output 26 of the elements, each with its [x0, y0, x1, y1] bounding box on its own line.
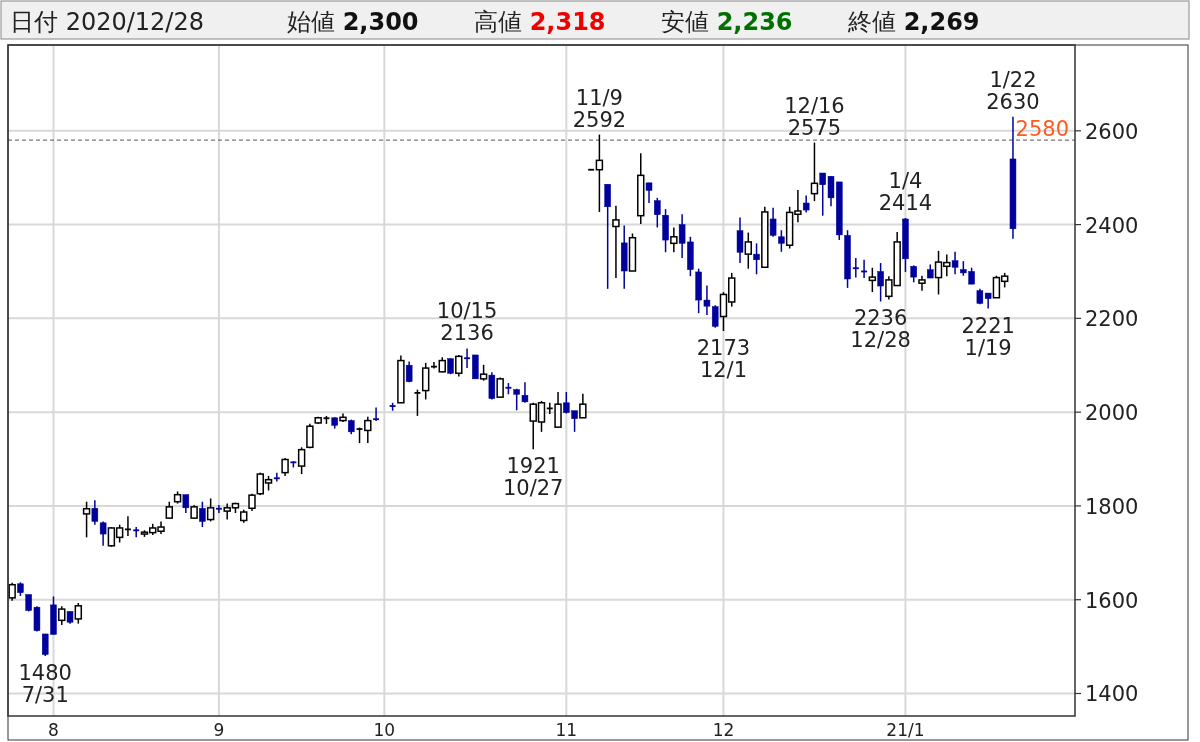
x-tick-label: 10 [373, 720, 396, 740]
annotation: 11/9 2592 [572, 85, 627, 132]
y-tick-label: 2000 [1085, 401, 1139, 426]
annotation: 1480 7/31 [18, 660, 72, 707]
x-tick-label: 12 [712, 720, 735, 740]
annotation: 12/16 2575 [784, 93, 845, 140]
annotation: 1/4 2414 [878, 169, 933, 216]
x-tick-label: 9 [213, 720, 225, 740]
y-tick-label: 1600 [1085, 588, 1139, 613]
y-tick-label: 2400 [1085, 213, 1139, 238]
x-tick-label: 21/1 [886, 720, 925, 740]
annotation: 1/22 2630 [986, 67, 1040, 114]
y-tick-label: 2600 [1085, 119, 1139, 144]
header: 日付 2020/12/28 始値 2,300 高値 2,318 安値 2,236 終値 2,269 [0, 0, 1190, 40]
x-tick-label: 8 [48, 720, 59, 740]
annotation: 2221 1/19 [961, 313, 1015, 360]
annotation: 1921 10/27 [502, 454, 564, 501]
ref-line-label: 2580 [1015, 117, 1069, 142]
y-tick-label: 1800 [1085, 494, 1139, 519]
y-tick-label: 1400 [1085, 682, 1139, 707]
annotation: 2173 12/1 [696, 336, 751, 383]
chart-title: 日付 2020/12/28 [10, 8, 204, 36]
annotation: 10/15 2136 [436, 299, 498, 346]
x-tick-label: 11 [555, 720, 578, 740]
y-tick-label: 2200 [1085, 307, 1139, 332]
annotation: 2236 12/28 [850, 306, 911, 353]
